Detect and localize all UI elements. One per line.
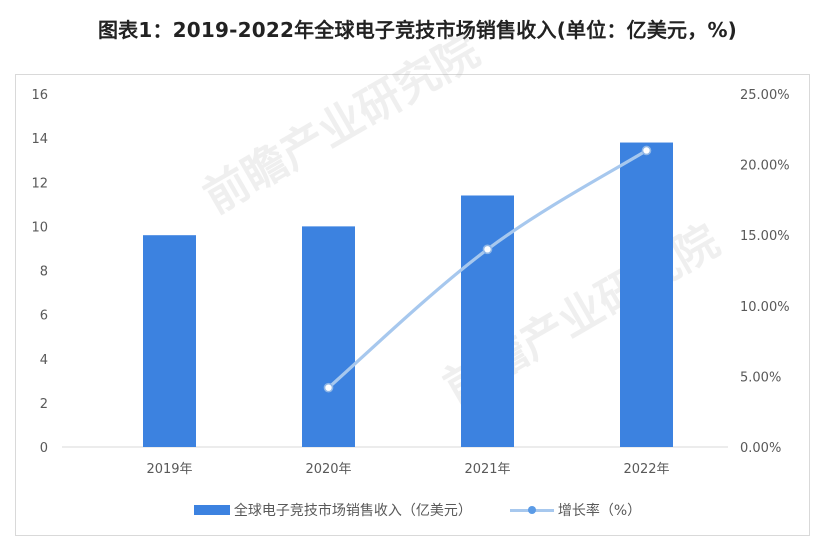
x-axis-tick: 2019年	[146, 462, 192, 477]
left-axis-tick: 16	[31, 88, 48, 103]
bar[interactable]	[620, 142, 673, 447]
right-axis-tick: 20.00%	[740, 159, 790, 174]
x-axis-tick: 2022年	[623, 462, 669, 477]
legend-label-growth: 增长率（%）	[557, 503, 642, 519]
left-axis-tick: 8	[40, 265, 48, 280]
line-series	[323, 145, 652, 393]
right-axis-tick: 0.00%	[740, 441, 781, 456]
line-marker[interactable]	[641, 145, 652, 156]
bar[interactable]	[143, 235, 196, 447]
legend-label-sales: 全球电子竞技市场销售收入（亿美元）	[233, 503, 472, 519]
x-axis-tick: 2021年	[464, 462, 510, 477]
bar-swatch-icon	[193, 505, 230, 515]
right-axis-tick: 5.00%	[740, 370, 781, 385]
x-axis: 2019年 2020年 2021年 2022年	[146, 462, 669, 477]
left-axis: 0 2 4 6 8 10 12 14 16	[31, 88, 48, 456]
left-axis-tick: 2	[40, 397, 48, 412]
right-axis-tick: 15.00%	[740, 229, 790, 244]
chart-title: 图表1：2019-2022年全球电子竞技市场销售收入(单位：亿美元，%)	[97, 18, 738, 42]
right-axis: 0.00% 5.00% 10.00% 15.00% 20.00% 25.00%	[740, 88, 790, 456]
legend: 全球电子竞技市场销售收入（亿美元） 增长率（%）	[0, 498, 835, 522]
left-axis-tick: 12	[31, 176, 48, 191]
right-axis-tick: 10.00%	[740, 300, 790, 315]
bar-series	[143, 142, 673, 447]
bar[interactable]	[302, 226, 355, 447]
left-axis-tick: 4	[40, 353, 48, 368]
line-marker[interactable]	[482, 244, 493, 255]
left-axis-tick: 6	[40, 309, 48, 324]
legend-item-sales[interactable]: 全球电子竞技市场销售收入（亿美元）	[193, 500, 472, 520]
line-marker[interactable]	[323, 382, 334, 393]
legend-item-growth[interactable]: 增长率（%）	[509, 500, 642, 520]
left-axis-tick: 0	[40, 441, 48, 456]
left-axis-tick: 14	[31, 132, 48, 147]
bar[interactable]	[461, 195, 514, 447]
right-axis-tick: 25.00%	[740, 88, 790, 103]
x-axis-tick: 2020年	[305, 462, 351, 477]
line-marker-swatch-icon	[509, 505, 554, 515]
left-axis-tick: 10	[31, 220, 48, 235]
